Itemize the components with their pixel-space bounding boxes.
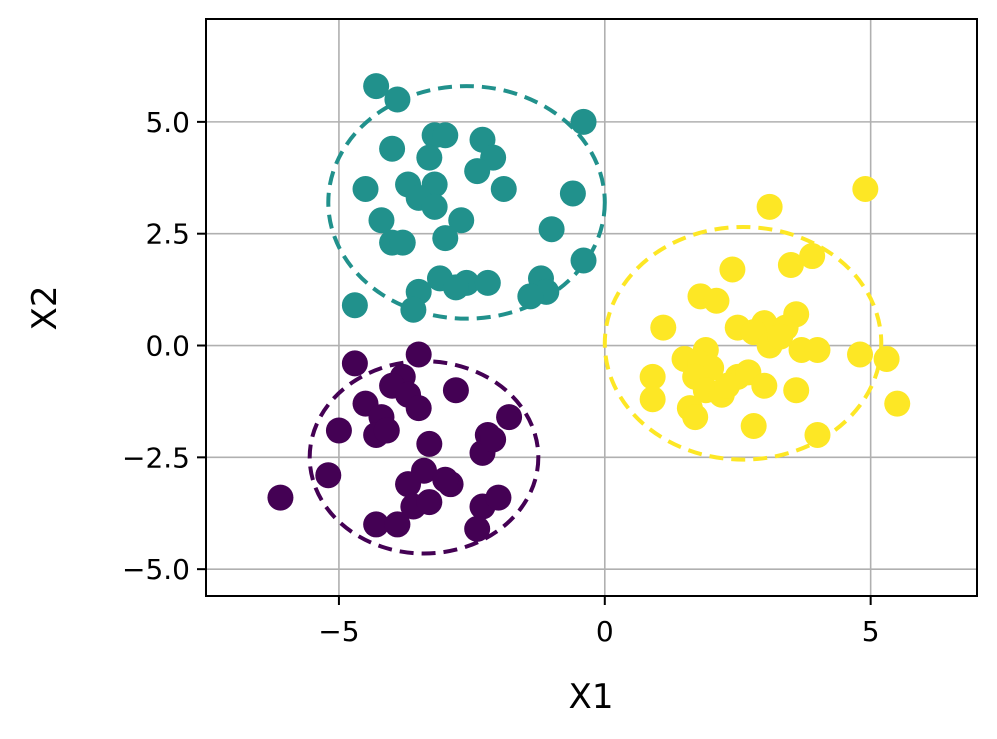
data-point-cluster-1 xyxy=(448,207,475,234)
y-axis-label: X2 xyxy=(25,286,65,331)
data-point-cluster-2 xyxy=(639,386,666,413)
data-point-cluster-0 xyxy=(363,511,390,538)
grid-lines xyxy=(206,19,977,596)
data-point-cluster-1 xyxy=(432,122,459,149)
data-point-cluster-0 xyxy=(405,395,432,422)
y-tick-label: −5.0 xyxy=(122,553,190,586)
plot-area-frame xyxy=(205,18,978,597)
data-point-cluster-2 xyxy=(852,175,879,202)
data-point-cluster-2 xyxy=(703,287,730,314)
data-point-cluster-0 xyxy=(341,350,368,377)
data-point-cluster-2 xyxy=(751,372,778,399)
data-point-cluster-2 xyxy=(783,377,810,404)
data-point-cluster-2 xyxy=(639,363,666,390)
data-point-cluster-1 xyxy=(341,292,368,319)
data-point-cluster-1 xyxy=(464,158,491,185)
data-point-cluster-2 xyxy=(799,243,826,270)
data-point-cluster-1 xyxy=(442,274,469,301)
data-point-cluster-1 xyxy=(421,193,448,220)
data-point-cluster-0 xyxy=(395,471,422,498)
data-point-cluster-0 xyxy=(442,377,469,404)
data-point-cluster-1 xyxy=(400,296,427,323)
data-point-cluster-0 xyxy=(496,404,523,431)
x-tick-label: −5 xyxy=(318,615,359,648)
data-point-cluster-1 xyxy=(474,269,501,296)
data-point-cluster-0 xyxy=(315,462,342,489)
x-tick-label: 0 xyxy=(596,615,614,648)
data-point-cluster-0 xyxy=(480,426,507,453)
data-point-cluster-1 xyxy=(570,247,597,274)
data-point-cluster-1 xyxy=(559,180,586,207)
data-point-cluster-1 xyxy=(570,108,597,135)
data-point-cluster-1 xyxy=(432,225,459,252)
data-point-cluster-0 xyxy=(384,511,411,538)
cluster-circle-1 xyxy=(326,84,607,321)
data-point-cluster-1 xyxy=(517,283,544,310)
data-point-cluster-1 xyxy=(379,135,406,162)
data-point-cluster-0 xyxy=(267,484,294,511)
data-point-cluster-2 xyxy=(847,341,874,368)
data-point-cluster-0 xyxy=(485,484,512,511)
data-point-cluster-0 xyxy=(416,430,443,457)
data-point-cluster-2 xyxy=(804,336,831,363)
data-point-cluster-1 xyxy=(384,86,411,113)
data-point-cluster-1 xyxy=(363,73,390,100)
data-point-cluster-0 xyxy=(325,417,352,444)
data-point-cluster-1 xyxy=(490,175,517,202)
y-tick-label: 2.5 xyxy=(145,218,190,251)
data-point-cluster-2 xyxy=(884,390,911,417)
data-point-cluster-2 xyxy=(767,323,794,350)
x-axis-label: X1 xyxy=(569,677,614,717)
data-point-cluster-2 xyxy=(873,345,900,372)
data-point-cluster-1 xyxy=(368,207,395,234)
data-point-cluster-1 xyxy=(389,229,416,256)
data-point-cluster-0 xyxy=(373,417,400,444)
data-point-cluster-0 xyxy=(405,341,432,368)
data-point-cluster-2 xyxy=(714,372,741,399)
y-tick-label: −2.5 xyxy=(122,441,190,474)
data-point-cluster-2 xyxy=(804,421,831,448)
data-point-cluster-1 xyxy=(538,216,565,243)
y-tick-label: 5.0 xyxy=(145,106,190,139)
data-point-cluster-2 xyxy=(682,404,709,431)
axis-ticks: −5 0 5 −5.0 −2.5 0.0 2.5 5.0 xyxy=(122,106,880,648)
y-tick-label: 0.0 xyxy=(145,330,190,363)
data-point-cluster-2 xyxy=(740,413,767,440)
data-point-cluster-2 xyxy=(719,256,746,283)
cluster-circle-2 xyxy=(602,224,884,462)
x-tick-label: 5 xyxy=(862,615,880,648)
data-point-cluster-2 xyxy=(650,314,677,341)
data-point-cluster-0 xyxy=(416,489,443,516)
data-point-cluster-0 xyxy=(432,466,459,493)
data-point-cluster-2 xyxy=(777,252,804,279)
data-point-cluster-1 xyxy=(416,144,443,171)
data-point-cluster-1 xyxy=(352,175,379,202)
data-points xyxy=(267,73,911,542)
data-point-cluster-0 xyxy=(464,515,491,542)
data-point-cluster-2 xyxy=(756,193,783,220)
